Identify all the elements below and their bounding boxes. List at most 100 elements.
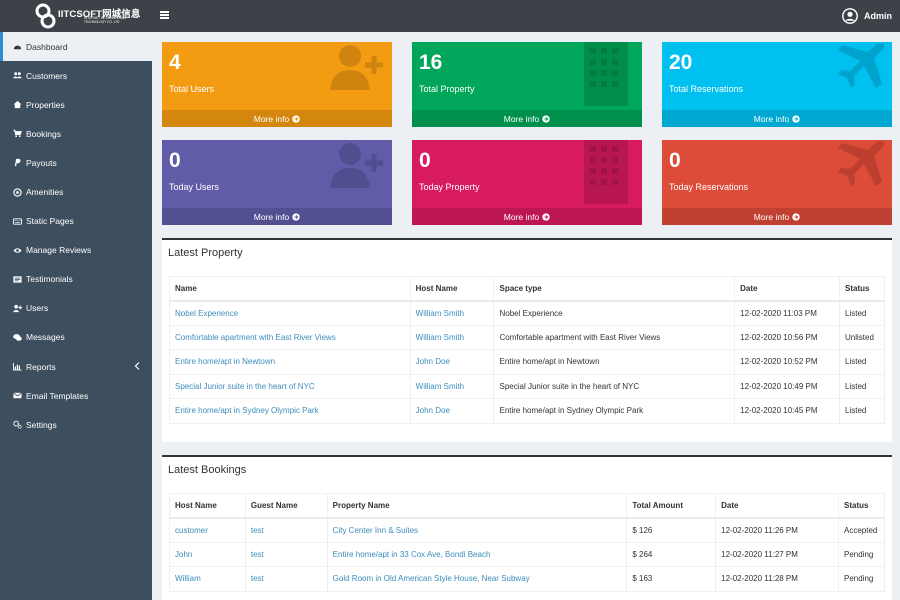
latest-bookings-table: Host Name Guest Name Property Name Total Am…: [169, 493, 885, 592]
more-info-link[interactable]: More info: [162, 110, 392, 127]
newspaper-icon: [12, 274, 22, 284]
table-cell[interactable]: test: [244, 517, 328, 543]
column-header[interactable]: Status: [838, 493, 885, 519]
table-cell[interactable]: Comfortable apartment with East River Vi…: [169, 324, 411, 350]
column-header[interactable]: Host Name: [169, 493, 246, 519]
stat-label: Today Users: [169, 182, 220, 192]
column-header[interactable]: Status: [839, 276, 885, 302]
column-header[interactable]: Date: [715, 493, 839, 519]
table-cell[interactable]: Nobel Experience: [169, 300, 411, 326]
arrow-circle-right-icon: [792, 212, 800, 221]
sidebar-item-static-pages[interactable]: Static Pages: [0, 207, 152, 236]
table-cell: Unlisted: [839, 324, 885, 350]
sidebar-item-manage-reviews[interactable]: Manage Reviews: [0, 236, 152, 265]
plane-icon: [836, 42, 888, 94]
table-cell[interactable]: William: [169, 566, 246, 592]
more-info-link[interactable]: More info: [412, 208, 642, 225]
table-cell: Entire home/apt in Sydney Olympic Park: [493, 398, 736, 424]
user-menu[interactable]: Admin: [842, 8, 892, 24]
table-cell: $ 264: [626, 541, 717, 567]
users-icon: [12, 71, 22, 81]
stat-value: 0: [669, 149, 681, 172]
table-row: Entire home/apt in Sydney Olympic Park Jo…: [169, 398, 885, 424]
sidebar-item-testimonials[interactable]: Testimonials: [0, 265, 152, 294]
sidebar-item-label: Static Pages: [26, 216, 74, 227]
table-cell: 12-02-2020 11:03 PM: [734, 300, 841, 326]
table-cell[interactable]: John Doe: [409, 349, 495, 375]
table-cell[interactable]: William Smith: [409, 300, 495, 326]
table-cell: 12-02-2020 10:56 PM: [734, 324, 841, 350]
user-name: Admin: [864, 11, 892, 21]
stat-value: 0: [419, 149, 431, 172]
table-cell[interactable]: test: [244, 541, 328, 567]
stat-label: Total Users: [169, 84, 215, 94]
sidebar-item-reports[interactable]: Reports: [0, 352, 152, 381]
table-cell: 12-02-2020 10:45 PM: [734, 398, 841, 424]
more-info-link[interactable]: More info: [162, 208, 392, 225]
table-cell[interactable]: William Smith: [409, 373, 495, 399]
stat-box: 0 Today Reservations More info: [662, 140, 892, 225]
panel-title: Latest Property: [168, 247, 243, 259]
sidebar-item-settings[interactable]: Settings: [0, 410, 152, 439]
table-cell: Listed: [839, 349, 885, 375]
keyboard-icon: [12, 216, 22, 226]
table-cell[interactable]: customer: [169, 517, 246, 543]
more-info-link[interactable]: More info: [662, 208, 892, 225]
sidebar-item-label: Reports: [26, 361, 56, 372]
user-plus-icon: [328, 140, 388, 192]
column-header[interactable]: Host Name: [409, 276, 495, 302]
sidebar-item-label: Manage Reviews: [26, 245, 92, 256]
table-cell: Entire home/apt in Newtown: [493, 349, 736, 375]
sidebar-item-customers[interactable]: Customers: [0, 61, 152, 90]
column-header[interactable]: Name: [169, 276, 411, 302]
table-cell[interactable]: William Smith: [409, 324, 495, 350]
table-row: customer test City Center Inn & Suites $ 12…: [169, 517, 885, 543]
sidebar-item-dashboard[interactable]: Dashboard: [0, 32, 152, 62]
sidebar-item-properties[interactable]: Properties: [0, 90, 152, 119]
column-header[interactable]: Date: [734, 276, 841, 302]
column-header[interactable]: Guest Name: [244, 493, 328, 519]
stat-label: Today Reservations: [669, 182, 749, 192]
cogs-icon: [12, 420, 22, 430]
arrow-circle-right-icon: [542, 114, 550, 123]
column-header[interactable]: Total Amount: [626, 493, 717, 519]
column-header[interactable]: Space type: [493, 276, 736, 302]
logo[interactable]: IITCSOFT网城信息 Internet International Tech…: [0, 0, 152, 32]
sidebar-item-amenities[interactable]: Amenities: [0, 177, 152, 206]
arrow-circle-right-icon: [792, 114, 800, 123]
sidebar-item-messages[interactable]: Messages: [0, 323, 152, 352]
stat-box: 4 Total Users More info: [162, 42, 392, 127]
comments-icon: [12, 332, 22, 342]
sidebar-item-payouts[interactable]: Payouts: [0, 148, 152, 177]
column-header[interactable]: Property Name: [326, 493, 628, 519]
table-cell: Listed: [839, 300, 885, 326]
table-cell[interactable]: John: [169, 541, 246, 567]
sidebar-item-users[interactable]: Users: [0, 294, 152, 323]
table-cell: $ 163: [626, 566, 717, 592]
sidebar-item-email-templates[interactable]: Email Templates: [0, 381, 152, 410]
sidebar-item-label: Payouts: [26, 157, 57, 168]
home-icon: [12, 100, 22, 110]
table-cell[interactable]: Entire home/apt in Newtown: [169, 349, 411, 375]
stat-label: Total Reservations: [669, 84, 744, 94]
table-cell: 12-02-2020 11:26 PM: [715, 517, 839, 543]
table-cell: Listed: [839, 373, 885, 399]
more-info-link[interactable]: More info: [412, 110, 642, 127]
user-circle-icon: [842, 8, 858, 24]
table-cell[interactable]: City Center Inn & Suites: [326, 517, 628, 543]
arrow-circle-right-icon: [292, 114, 300, 123]
table-cell[interactable]: Entire home/apt in Sydney Olympic Park: [169, 398, 411, 424]
sidebar-item-bookings[interactable]: Bookings: [0, 119, 152, 148]
more-info-link[interactable]: More info: [662, 110, 892, 127]
table-cell[interactable]: Gold Room in Old American Style House, N…: [326, 566, 628, 592]
brand-name: IITCSOFT网城信息: [58, 9, 141, 20]
sidebar-item-label: Testimonials: [26, 274, 73, 285]
bar-chart-icon: [12, 362, 22, 372]
table-cell[interactable]: John Doe: [409, 398, 495, 424]
table-cell[interactable]: Special Junior suite in the heart of NYC: [169, 373, 411, 399]
table-cell[interactable]: Entire home/apt in 33 Cox Ave, Bondi Bea…: [326, 541, 628, 567]
sidebar-toggle-icon[interactable]: [160, 11, 169, 19]
arrow-circle-right-icon: [292, 212, 300, 221]
table-cell: Listed: [839, 398, 885, 424]
table-cell[interactable]: test: [244, 566, 328, 592]
